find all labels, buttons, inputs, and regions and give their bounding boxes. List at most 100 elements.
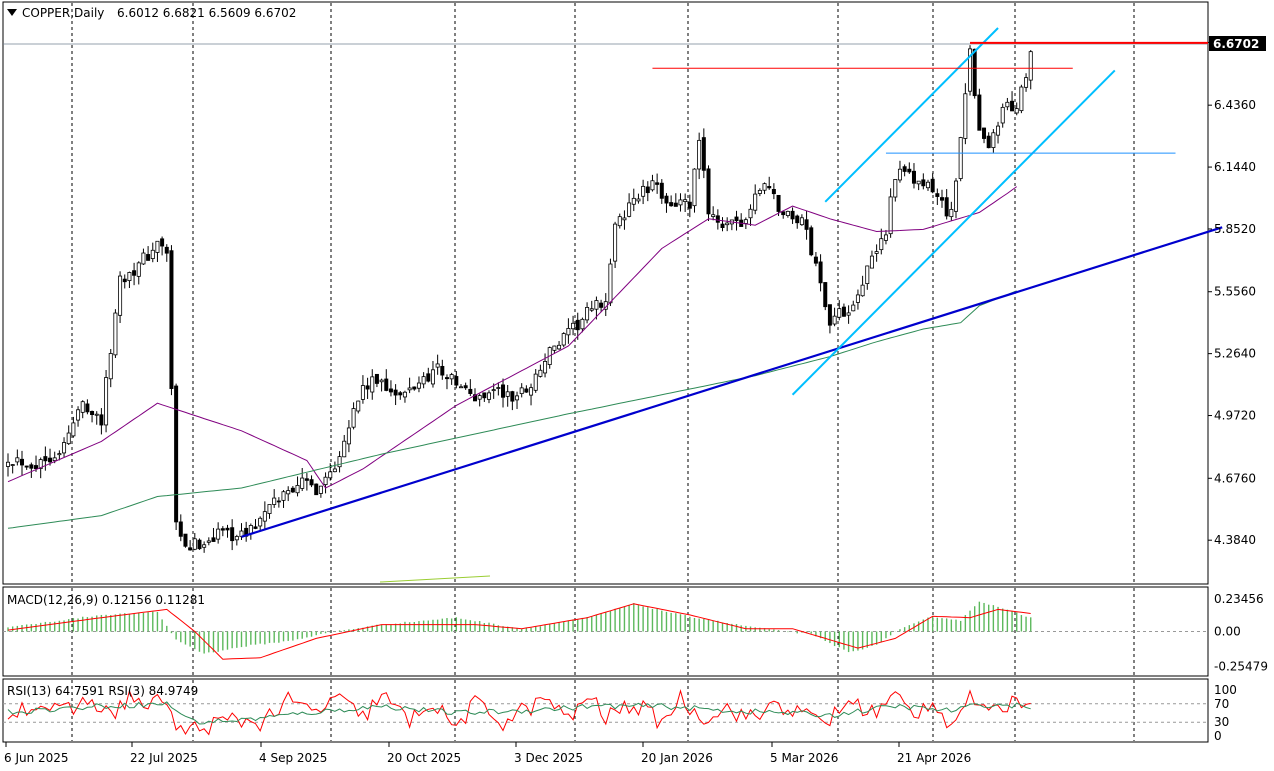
price-tick-label: 5.8520	[1214, 222, 1256, 236]
candle-body	[118, 275, 123, 316]
ma-fast-line	[7, 186, 1017, 489]
candle-body	[127, 272, 132, 282]
triangle-down-icon[interactable]	[7, 9, 17, 16]
candle-body	[300, 477, 305, 489]
candle-body	[706, 168, 711, 215]
rsi-tick-label: 70	[1214, 697, 1229, 711]
candle-body	[141, 252, 146, 265]
candle-body	[687, 201, 692, 209]
candle-body	[701, 137, 706, 171]
rsi-label: RSI(13) 64.7591 RSI(3) 84.9749	[7, 684, 198, 698]
candle-body	[841, 306, 846, 317]
candle-body	[580, 318, 585, 330]
candle-body	[711, 214, 716, 217]
candle-body	[216, 528, 221, 540]
candle-body	[585, 306, 590, 321]
candle-body	[893, 179, 898, 198]
candle-body	[561, 333, 566, 346]
candle-body	[412, 386, 417, 390]
price-panel[interactable]	[2, 1, 1209, 585]
candle-body	[762, 183, 767, 191]
candle-body	[155, 240, 160, 253]
candle-body	[398, 392, 403, 396]
candle-body	[622, 217, 627, 221]
candle-body	[678, 199, 683, 206]
candle-body	[192, 538, 197, 550]
candle-body	[468, 388, 473, 394]
candle-body	[510, 391, 515, 402]
candle-body	[874, 251, 879, 254]
candle-body	[304, 478, 309, 481]
x-tick-label: 6 Jun 2025	[4, 751, 69, 765]
candle-body	[458, 386, 463, 389]
candle-body	[519, 387, 524, 395]
candle-body	[935, 193, 940, 197]
volume-trace-line	[379, 575, 491, 583]
candle-body	[753, 193, 758, 211]
candle-body	[38, 459, 43, 469]
candle-body	[487, 392, 492, 400]
candle-body	[627, 202, 632, 217]
channel-upper-line	[824, 27, 999, 203]
candle-body	[697, 139, 702, 170]
candle-body	[34, 465, 39, 470]
candle-body	[99, 414, 104, 426]
candle-body	[869, 255, 874, 269]
candle-body	[767, 186, 772, 189]
candle-body	[71, 422, 76, 437]
candle-body	[6, 461, 11, 467]
candle-body	[575, 319, 580, 331]
candle-body	[351, 408, 356, 428]
candle-body	[608, 263, 613, 304]
candle-body	[183, 533, 188, 547]
x-tick-label: 22 Jul 2025	[130, 751, 198, 765]
candle-body	[15, 457, 20, 463]
candle-body	[594, 300, 599, 310]
candle-body	[804, 219, 809, 230]
rsi-panel[interactable]	[2, 678, 1209, 743]
candle-body	[482, 392, 487, 399]
candle-body	[318, 485, 323, 494]
candle-body	[281, 491, 286, 501]
candle-body	[253, 526, 258, 529]
candle-body	[501, 384, 506, 398]
candle-body	[720, 223, 725, 228]
candle-body	[968, 48, 973, 92]
candle-body	[865, 265, 870, 284]
candle-body	[104, 377, 109, 426]
ma-slow-line	[7, 290, 1017, 529]
rsi-tick-label: 100	[1214, 683, 1237, 697]
candle-body	[925, 181, 930, 189]
candle-body	[954, 180, 959, 212]
candle-body	[781, 211, 786, 216]
candle-body	[90, 410, 95, 415]
candle-body	[725, 222, 730, 226]
trendline	[241, 226, 1223, 538]
candle-body	[659, 182, 664, 199]
drawn-annotations	[241, 27, 1223, 583]
candle-body	[132, 270, 137, 276]
candle-body	[160, 238, 165, 247]
candle-body	[613, 223, 618, 262]
candle-body	[837, 308, 842, 318]
candle-body	[1000, 106, 1005, 124]
candle-body	[286, 490, 291, 495]
candle-body	[916, 180, 921, 185]
candle-body	[683, 199, 688, 202]
price-tick-label: 6.4360	[1214, 98, 1256, 112]
candle-body	[393, 389, 398, 396]
candle-body	[571, 322, 576, 330]
candle-body	[188, 547, 193, 551]
candle-body	[538, 369, 543, 377]
candle-body	[290, 487, 295, 493]
candle-body	[673, 202, 678, 207]
candle-body	[533, 373, 538, 391]
candle-body	[48, 457, 53, 463]
candle-body	[860, 284, 865, 297]
candle-body	[360, 385, 365, 400]
ohlc-readout: 6.6012 6.6821 6.5609 6.6702	[117, 6, 296, 20]
x-tick-label: 3 Dec 2025	[514, 751, 583, 765]
candle-body	[440, 365, 445, 376]
price-tick-label: 5.2640	[1214, 347, 1256, 361]
candle-body	[477, 395, 482, 400]
